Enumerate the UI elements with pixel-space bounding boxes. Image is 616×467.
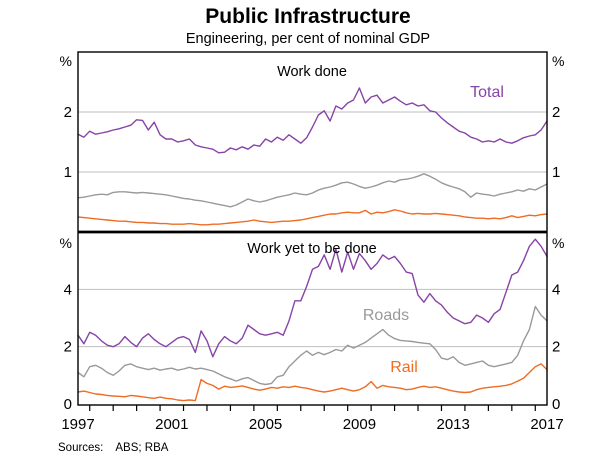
panel-title-work-done: Work done — [277, 64, 347, 80]
unit-label-bottom-left: % — [60, 235, 72, 251]
sources-label: Sources: — [58, 442, 104, 454]
series-line-rail — [77, 363, 548, 402]
x-tick-label-2013: 2013 — [437, 416, 470, 433]
series-line-roads — [77, 305, 548, 386]
panel-title-work-yet-to-be-done: Work yet to be done — [247, 241, 377, 257]
unit-label-bottom-right: % — [552, 235, 564, 251]
y-tick-label-left-work-done-1: 1 — [64, 164, 72, 181]
series-label-rail: Rail — [390, 359, 418, 376]
chart-generated-layer: 1 1 2 2 0 0 2 2 4 4 1997 2001 2005 2009 2013 2017 — [61, 51, 564, 433]
plot-frame — [77, 51, 548, 406]
y-tick-label-left-work-yet-to-be-done-2: 2 — [64, 339, 72, 356]
y-tick-label-left-work-yet-to-be-done-4: 4 — [64, 281, 72, 298]
y-tick-label-left-work-yet-to-be-done-0: 0 — [64, 396, 72, 413]
y-tick-label-right-work-done-1: 1 — [552, 164, 560, 181]
x-tick-label-2017: 2017 — [530, 416, 563, 433]
sources-value: ABS; RBA — [115, 442, 169, 454]
y-tick-label-left-work-done-2: 2 — [64, 104, 72, 121]
y-tick-label-right-work-yet-to-be-done-4: 4 — [552, 281, 560, 298]
x-tick-label-2001: 2001 — [155, 416, 188, 433]
unit-label-top-left: % — [60, 53, 72, 69]
sources-note: Sources: ABS; RBA — [58, 442, 168, 454]
series-line-orange-series — [77, 209, 548, 226]
series-line-total-yet — [77, 238, 548, 358]
page-title: Public Infrastructure — [205, 5, 411, 28]
x-tick-label-2005: 2005 — [249, 416, 282, 433]
y-tick-label-right-work-yet-to-be-done-0: 0 — [552, 396, 560, 413]
x-tick-label-2009: 2009 — [343, 416, 376, 433]
page-subtitle: Engineering, per cent of nominal GDP — [185, 31, 431, 47]
series-line-total — [77, 87, 548, 154]
y-tick-label-right-work-yet-to-be-done-2: 2 — [552, 339, 560, 356]
series-label-total: Total — [470, 84, 504, 101]
x-tick-label-1997: 1997 — [61, 416, 94, 433]
series-line-grey-series — [77, 173, 548, 208]
y-tick-label-right-work-done-2: 2 — [552, 104, 560, 121]
unit-label-top-right: % — [552, 53, 564, 69]
series-label-roads: Roads — [363, 307, 409, 324]
